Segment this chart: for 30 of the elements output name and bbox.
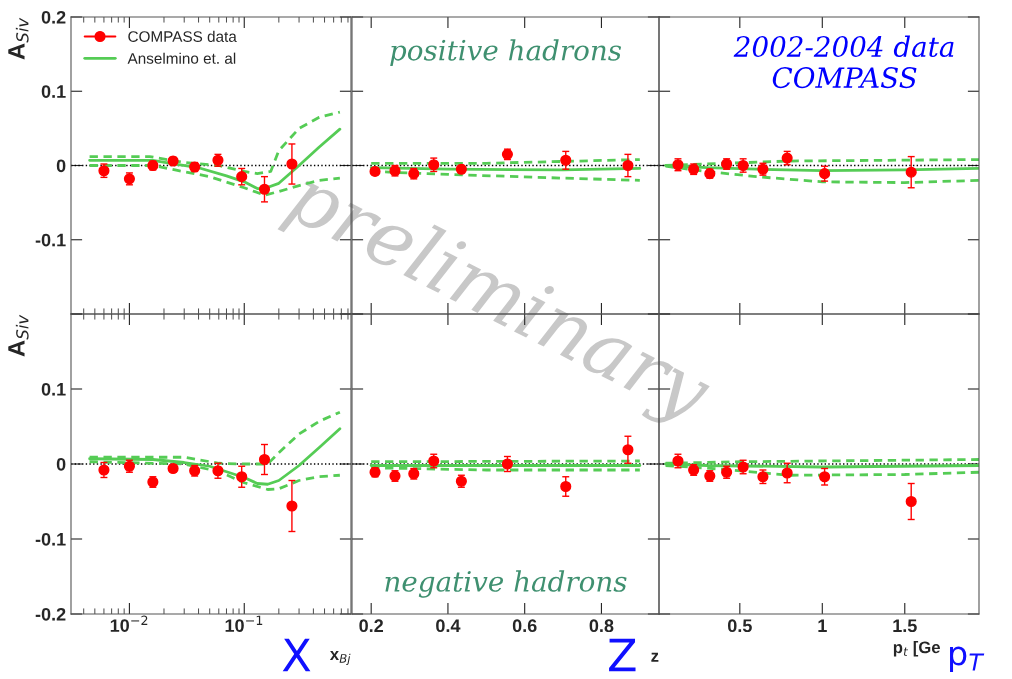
y-tick-label: 0.1 [41,85,66,98]
y-tick-label: -0.1 [35,233,66,247]
y-tick-label: 0 [56,159,66,173]
x-tick-label: 0.5 [727,619,752,633]
x-tick-label: 1 [818,619,827,632]
x-tick-label: 0.6 [512,619,537,633]
y-tick-label: 0.1 [41,382,66,396]
y-tick-label: 0 [56,457,66,471]
legend-label: COMPASS data [128,30,237,42]
x-tick-label: 10$^{−2}$ [110,615,148,632]
x-axis-title: x$_{Bj}$ [329,651,351,666]
annotation: negative hadrons [385,570,627,598]
x-tick-label: 0.4 [436,619,461,633]
y-axis-title: A$_{Siv}$ [8,17,29,60]
annotation: positive hadrons [390,39,622,67]
text: X [282,638,311,672]
annotation: 2002-2004 data COMPASS [733,35,954,89]
y-tick-label: -0.2 [35,607,66,621]
x-tick-label: 10$^{−1}$ [225,615,263,632]
x-tick-label: 0.2 [359,619,384,633]
x-axis-title: p$_{t}$ [Ge [893,641,940,657]
text: Z [609,638,636,672]
legend-label: Anselmino et. al [127,52,236,64]
x-axis-title: z [651,652,659,662]
y-tick-label: -0.1 [35,532,66,546]
y-tick-label: 0.2 [41,10,66,24]
text: p$_{T}$ [950,646,985,673]
x-tick-label: 0.8 [589,619,614,633]
y-axis-title: A$_{Siv}$ [8,314,29,357]
x-tick-label: 1.5 [893,619,917,633]
